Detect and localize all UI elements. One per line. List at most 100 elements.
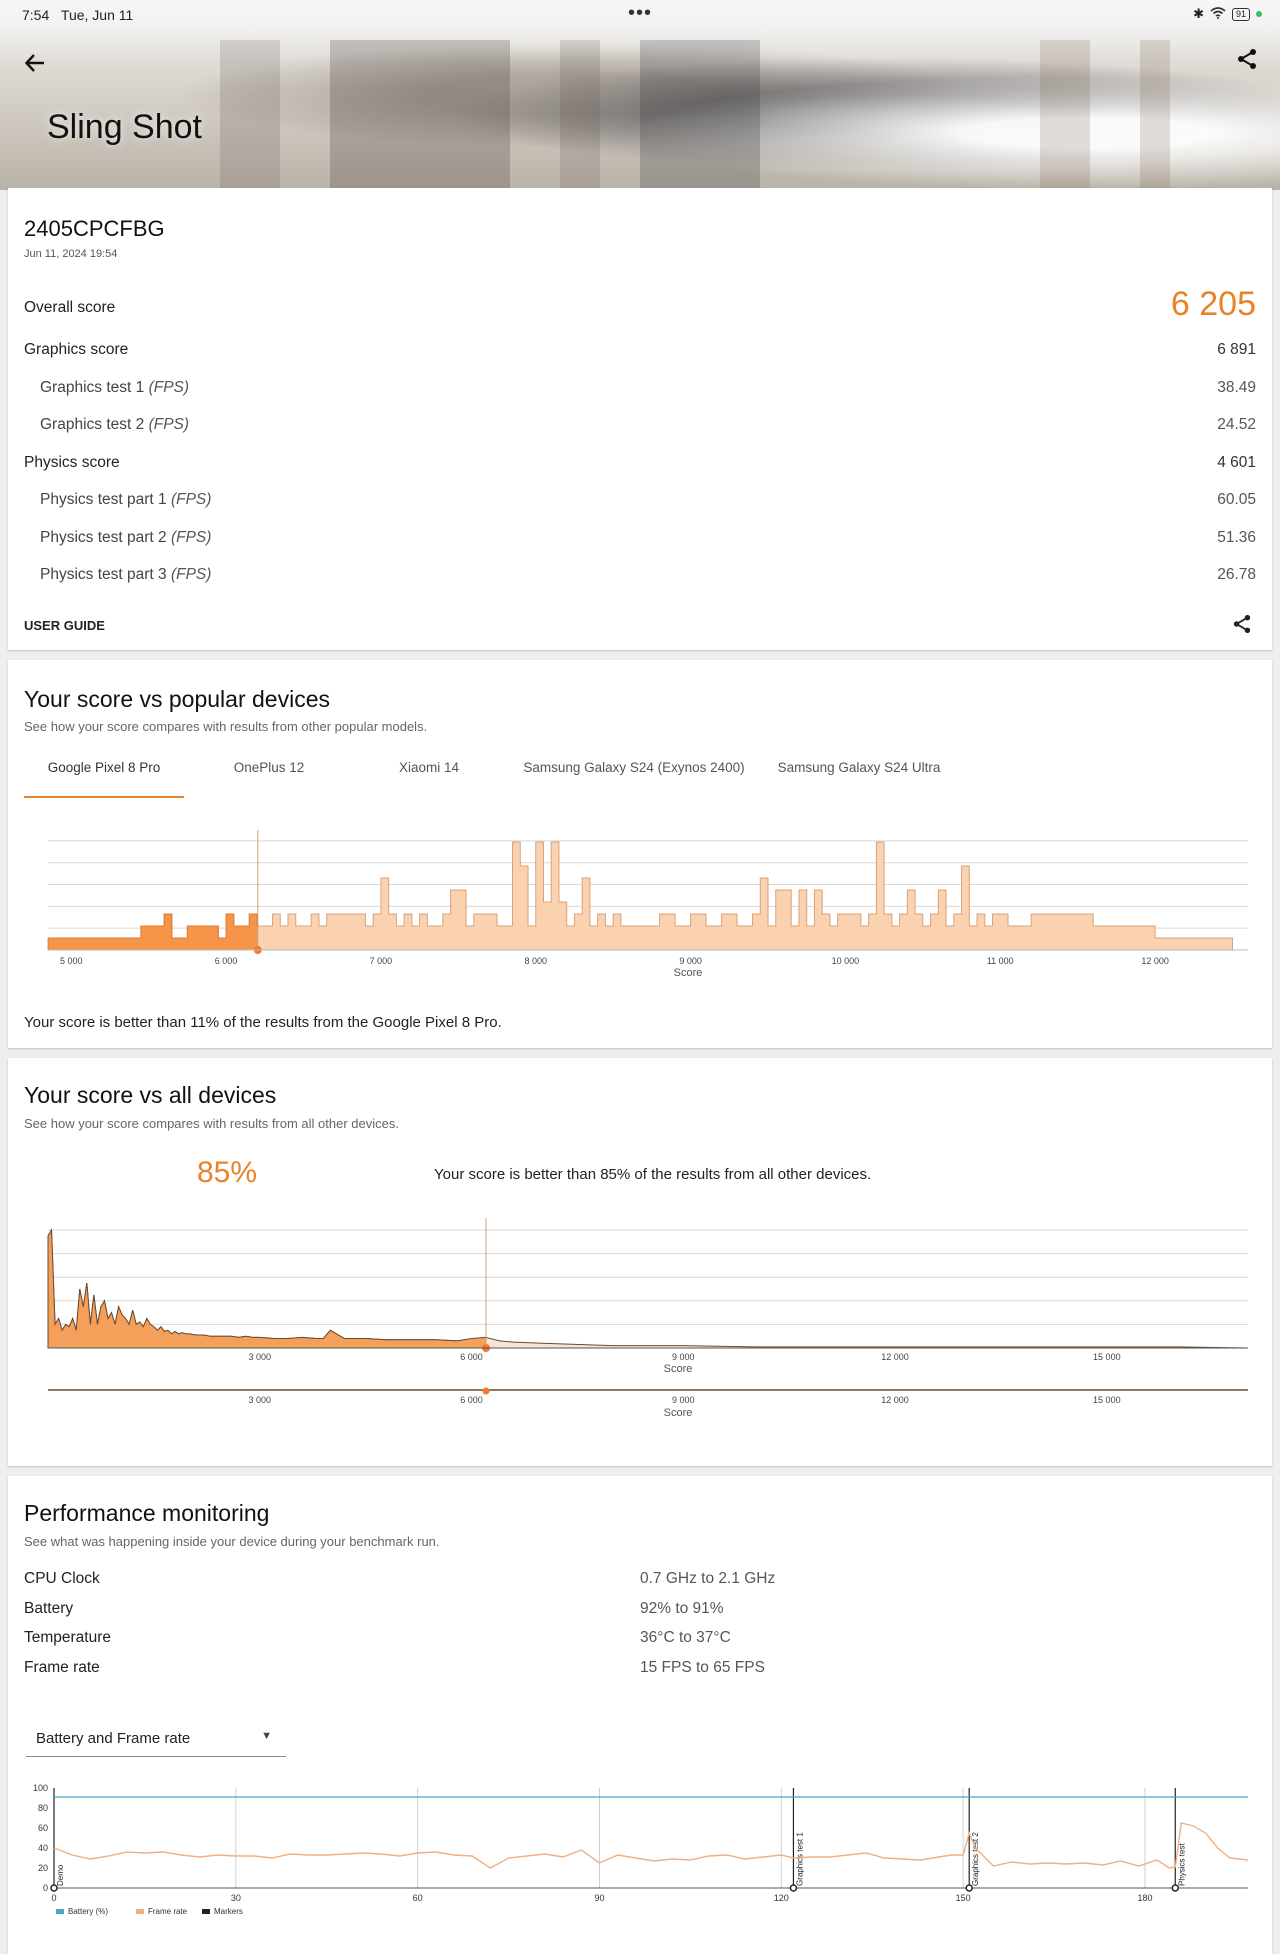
overall-score-value: 6 205 <box>1170 285 1256 323</box>
x-tick-label: 90 <box>594 1893 604 1903</box>
x-tick-label: 6 000 <box>460 1352 483 1362</box>
your-range-area <box>48 1228 486 1348</box>
marker-label: Graphics test 2 <box>971 1832 980 1886</box>
x-tick-label: 5 000 <box>60 956 83 966</box>
performance-line-chart: 0 20 40 60 80 100 0 30 60 90 120 150 180 Demo Graphics… <box>33 1783 1249 1916</box>
y-tick-label: 100 <box>33 1783 48 1793</box>
marker-label: Graphics test 1 <box>795 1832 804 1886</box>
all-devices-card: Your score vs all devices See how your s… <box>8 1058 1272 1466</box>
x-tick-label: 7 000 <box>370 956 393 966</box>
perf-subtitle: See what was happening inside your devic… <box>24 1534 440 1549</box>
overview-tick-label: 3 000 <box>248 1395 271 1405</box>
x-tick-label: 3 000 <box>248 1352 271 1362</box>
overview-tick-label: 9 000 <box>672 1395 695 1405</box>
more-dots-icon[interactable]: ••• <box>628 2 653 24</box>
x-tick-label: 10 000 <box>832 956 860 966</box>
marker-point <box>1171 1884 1180 1892</box>
graphics-score-value: 6 891 <box>1217 341 1256 358</box>
battery-icon: 91 <box>1231 7 1250 21</box>
graphics-test-1-label: Graphics test 1 <box>40 379 145 396</box>
marker-point <box>50 1884 58 1892</box>
perf-row-temperature: Temperature 36°C to 37°C <box>24 1629 731 1646</box>
distribution-area <box>47 841 1234 951</box>
legend-markers-swatch <box>202 1909 210 1914</box>
overview-marker <box>482 1387 490 1395</box>
x-tick-label: 11 000 <box>987 956 1014 966</box>
x-tick-label: 12 000 <box>881 1352 909 1362</box>
distribution-area <box>47 1228 1249 1349</box>
perf-row-cpu-clock: CPU Clock 0.7 GHz to 2.1 GHz <box>24 1570 776 1587</box>
x-tick-label: 15 000 <box>1093 1352 1121 1362</box>
fps-unit: (FPS) <box>148 416 190 433</box>
chart-metric-dropdown[interactable]: Battery and Frame rate ▼ <box>26 1716 286 1757</box>
x-tick-label: 9 000 <box>672 1352 695 1362</box>
perf-title: Performance monitoring <box>24 1500 270 1526</box>
tab-xiaomi-14[interactable]: Xiaomi 14 <box>398 760 460 775</box>
legend-battery-swatch <box>56 1909 64 1914</box>
popular-devices-card: Your score vs popular devices See how yo… <box>8 660 1272 1048</box>
graphics-test-2-label: Graphics test 2 <box>40 416 145 433</box>
all-devices-subtitle: See how your score compares with results… <box>24 1116 399 1131</box>
marker-label: Demo <box>56 1864 65 1886</box>
x-axis-label: Score <box>674 967 703 979</box>
legend-frame-rate-swatch <box>136 1909 144 1914</box>
x-tick-label: 6 000 <box>215 956 238 966</box>
marker-point <box>789 1884 798 1892</box>
x-tick-label: 150 <box>956 1893 971 1903</box>
share-result-icon[interactable] <box>1232 614 1252 639</box>
y-tick-label: 0 <box>43 1883 48 1893</box>
physics-test-2-label: Physics test part 2 <box>40 529 167 546</box>
result-date: Jun 11, 2024 19:54 <box>24 248 118 260</box>
physics-score-row: Physics score 4 601 <box>24 454 1256 478</box>
graphics-score-label: Graphics score <box>24 341 129 358</box>
physics-test-3-label: Physics test part 3 <box>40 566 167 583</box>
overall-score-row: Overall score 6 205 <box>24 285 1256 323</box>
x-tick-label: 0 <box>51 1893 56 1903</box>
popular-subtitle: See how your score compares with results… <box>24 719 428 734</box>
overall-score-label: Overall score <box>24 299 116 316</box>
legend-frame-rate-label: Frame rate <box>148 1907 188 1916</box>
x-tick-label: 8 000 <box>524 956 547 966</box>
physics-test-3-value: 26.78 <box>1217 566 1256 583</box>
graphics-test-2-row: Graphics test 2 (FPS) 24.52 <box>24 416 1256 440</box>
overview-tick-label: 12 000 <box>881 1395 909 1405</box>
tab-oneplus-12[interactable]: OnePlus 12 <box>233 760 305 775</box>
frame-rate-line <box>53 1822 1249 1869</box>
legend-battery-label: Battery (%) <box>68 1907 108 1916</box>
y-tick-label: 40 <box>38 1843 48 1853</box>
fps-unit: (FPS) <box>148 379 190 396</box>
tab-samsung-galaxy-s24-exynos[interactable]: Samsung Galaxy S24 (Exynos 2400) <box>523 760 745 775</box>
user-guide-link[interactable]: USER GUIDE <box>24 618 105 633</box>
bluetooth-icon: ✱ <box>1193 6 1204 21</box>
physics-score-label: Physics score <box>24 454 120 471</box>
x-tick-label: 9 000 <box>679 956 702 966</box>
y-tick-label: 20 <box>38 1863 48 1873</box>
graphics-test-1-row: Graphics test 1 (FPS) 38.49 <box>24 379 1256 403</box>
tab-google-pixel-8-pro[interactable]: Google Pixel 8 Pro <box>24 760 184 798</box>
x-tick-label: 60 <box>413 1893 423 1903</box>
physics-test-3-row: Physics test part 3 (FPS) 26.78 <box>24 566 1256 590</box>
popular-distribution-chart: 5 000 6 000 7 000 8 000 9 000 10 000 11 000 12 … <box>47 830 1248 979</box>
share-icon[interactable] <box>1236 48 1258 75</box>
physics-test-1-row: Physics test part 1 (FPS) 60.05 <box>24 491 1256 515</box>
result-card: 2405CPCFBG Jun 11, 2024 19:54 Overall sc… <box>8 188 1272 650</box>
overview-axis-label: Score <box>664 1407 693 1419</box>
tab-samsung-galaxy-s24-ultra[interactable]: Samsung Galaxy S24 Ultra <box>777 760 941 775</box>
x-tick-label: 30 <box>231 1893 241 1903</box>
device-name: 2405CPCFBG <box>24 216 165 241</box>
status-icons: ✱ 91 <box>1193 6 1262 22</box>
x-axis-label: Score <box>664 1363 693 1375</box>
your-range-area <box>48 913 258 950</box>
wifi-icon <box>1210 6 1226 22</box>
physics-test-1-label: Physics test part 1 <box>40 491 167 508</box>
graphics-test-1-value: 38.49 <box>1217 379 1256 396</box>
dropdown-selected-value: Battery and Frame rate <box>36 1730 191 1747</box>
back-arrow-icon[interactable] <box>24 50 46 81</box>
x-tick-label: 180 <box>1137 1893 1152 1903</box>
perf-row-battery: Battery 92% to 91% <box>24 1600 724 1617</box>
physics-test-1-value: 60.05 <box>1217 491 1256 508</box>
status-time: 7:54 Tue, Jun 11 <box>22 7 134 23</box>
all-devices-summary: Your score is better than 85% of the res… <box>434 1166 872 1183</box>
popular-summary: Your score is better than 11% of the res… <box>24 1014 502 1031</box>
legend-markers-label: Markers <box>214 1907 243 1916</box>
